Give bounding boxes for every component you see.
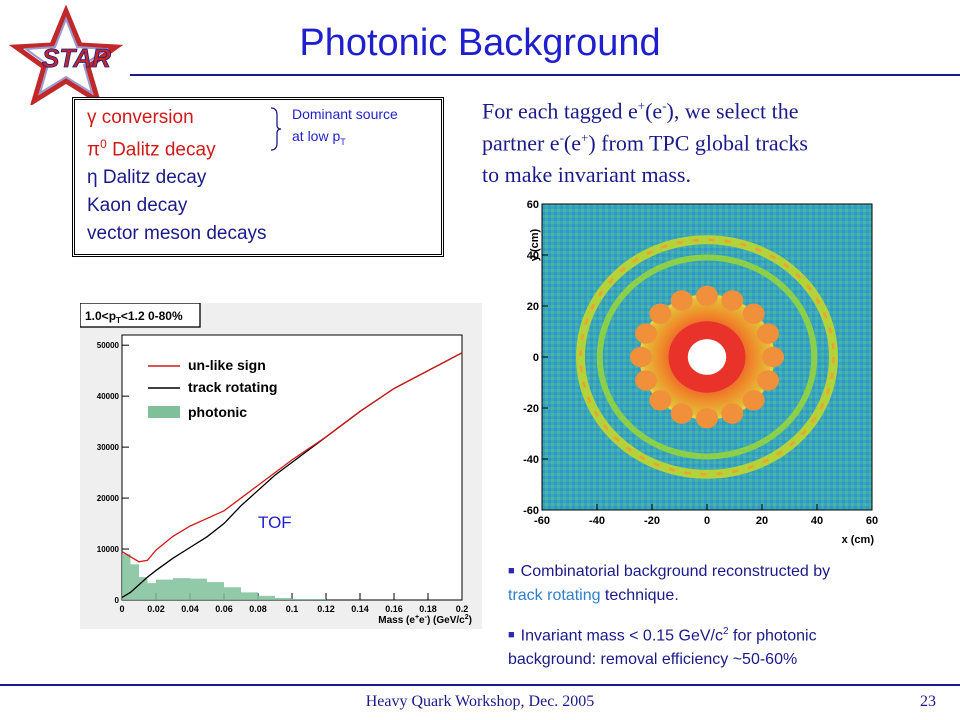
mass-xtick-label: 0.2 (456, 604, 469, 614)
legend-unlike-sign: un-like sign (188, 357, 266, 373)
xy-chart-ylabel: y (cm) (529, 228, 541, 261)
description-line-2: partner e-(e+) from TPC global tracks (482, 130, 808, 156)
xy-lobe (721, 290, 744, 311)
xy-lobe (635, 323, 658, 344)
xy-xtick-label: -60 (534, 515, 550, 527)
source-eta-dalitz: η Dalitz decay (87, 167, 207, 188)
xy-xtick-label: 20 (756, 515, 768, 527)
mass-ytick-label: 50000 (97, 341, 120, 350)
bracket-icon (270, 107, 282, 151)
bullet-1-line-2: track rotating technique. (508, 587, 679, 604)
xy-ytick-label: 40 (527, 250, 539, 262)
mass-xtick-label: 0.02 (147, 604, 165, 614)
xy-lobe (649, 303, 672, 324)
bullet-square-icon: ■ (508, 629, 515, 642)
xy-xtick-label: -40 (589, 515, 605, 527)
xy-lobe (721, 403, 744, 424)
dominant-low-pt-label: at low pT (292, 128, 346, 147)
source-vector-meson: vector meson decays (87, 223, 267, 244)
xy-xtick-label: 60 (866, 515, 878, 527)
xy-lobe (696, 285, 718, 306)
xy-xtick-label: 0 (704, 515, 710, 527)
mass-xtick-label: 0.08 (249, 604, 267, 614)
slide-title: Photonic Background (299, 22, 661, 64)
xy-xtick-label: 40 (811, 515, 823, 527)
bullet-2-line-1: ■ Invariant mass < 0.15 GeV/c2 for photon… (508, 626, 817, 645)
mass-chart: 1.0<pT<1.2 0-80% 0 0.02 0.04 0.06 0.08 0.1 0.1… (79, 302, 482, 629)
mass-xtick-label: 0 (119, 604, 124, 614)
source-pi0-dalitz: π0 Dalitz decay (87, 137, 216, 161)
mass-xtick-label: 0.16 (385, 604, 403, 614)
star-logo: STAR (8, 5, 124, 105)
xy-lobe (742, 390, 765, 411)
xy-lobe (756, 323, 779, 344)
mass-chart-xlabel: Mass (e+e-) (GeV/c2) (378, 614, 472, 626)
mass-ytick-label: 20000 (97, 494, 120, 503)
legend-photonic-swatch (148, 406, 180, 418)
source-gamma-conversion: γ conversion (87, 107, 194, 128)
sources-box: γ conversion π0 Dalitz decay η Dalitz de… (72, 97, 444, 257)
xy-ytick-label: 60 (527, 200, 539, 211)
series-unlike-sign (121, 352, 463, 563)
mass-xtick-label: 0.14 (351, 604, 369, 614)
xy-ytick-label: -20 (523, 403, 539, 415)
mass-ytick-label: 0 (115, 596, 120, 605)
mass-xtick-label: 0.1 (286, 604, 299, 614)
xy-second-ring (596, 254, 818, 460)
xy-outer-ring-hot (579, 238, 835, 476)
xy-xtick-label: -20 (644, 515, 660, 527)
page-number: 23 (920, 693, 936, 710)
xy-ytick-label: 0 (533, 352, 539, 364)
xy-center-hole (687, 339, 727, 375)
bullet-2-line-2: background: removal efficiency ~50-60% (508, 651, 798, 668)
star-logo-text: STAR (42, 43, 111, 73)
xy-chart-xlabel: x (cm) (842, 534, 875, 546)
xy-lobe (756, 370, 779, 391)
mass-ytick-label: 10000 (97, 545, 120, 554)
xy-lobe (670, 403, 693, 424)
series-photonic (122, 554, 462, 600)
xy-lobe (762, 346, 784, 368)
bullet-1-line-1: ■ Combinatorial background reconstructed … (508, 563, 831, 580)
title-underline (130, 74, 960, 76)
xy-lobe (696, 408, 718, 429)
xy-lobe (649, 390, 672, 411)
footer-rule (0, 684, 960, 686)
legend-track-rotating: track rotating (188, 379, 277, 395)
mass-chart-header: 1.0<pT<1.2 0-80% (85, 309, 183, 325)
xy-chart-panel: -60 -40 -20 0 20 40 60 -60 -40 -20 0 20 40 60 x (cm) … (512, 199, 882, 550)
description-line-3: to make invariant mass. (482, 162, 691, 187)
mass-ytick-label: 30000 (97, 443, 120, 452)
xy-lobe (742, 303, 765, 324)
xy-ytick-label: -60 (523, 505, 539, 517)
bullet-square-icon: ■ (508, 565, 515, 577)
source-kaon-decay: Kaon decay (87, 195, 188, 216)
xy-lobe (670, 290, 693, 311)
footer-text: Heavy Quark Workshop, Dec. 2005 (365, 693, 595, 710)
mass-xtick-label: 0.06 (215, 604, 233, 614)
xy-lobe (635, 370, 658, 391)
mass-xtick-label: 0.04 (181, 604, 199, 614)
dominant-source-label: Dominant source (292, 106, 398, 122)
xy-ytick-label: -40 (523, 454, 539, 466)
legend-photonic: photonic (188, 404, 247, 420)
tof-annotation: TOF (258, 513, 292, 532)
mass-ytick-label: 40000 (97, 392, 120, 401)
description-line-1: For each tagged e+(e-), we select the (482, 98, 799, 124)
mass-chart-panel: 1.0<pT<1.2 0-80% 0 0.02 0.04 0.06 0.08 0.1 0.1… (79, 302, 482, 629)
xy-lobe (630, 346, 652, 368)
mass-xtick-label: 0.12 (317, 604, 335, 614)
xy-ytick-label: 20 (527, 301, 539, 313)
mass-xtick-label: 0.18 (419, 604, 437, 614)
